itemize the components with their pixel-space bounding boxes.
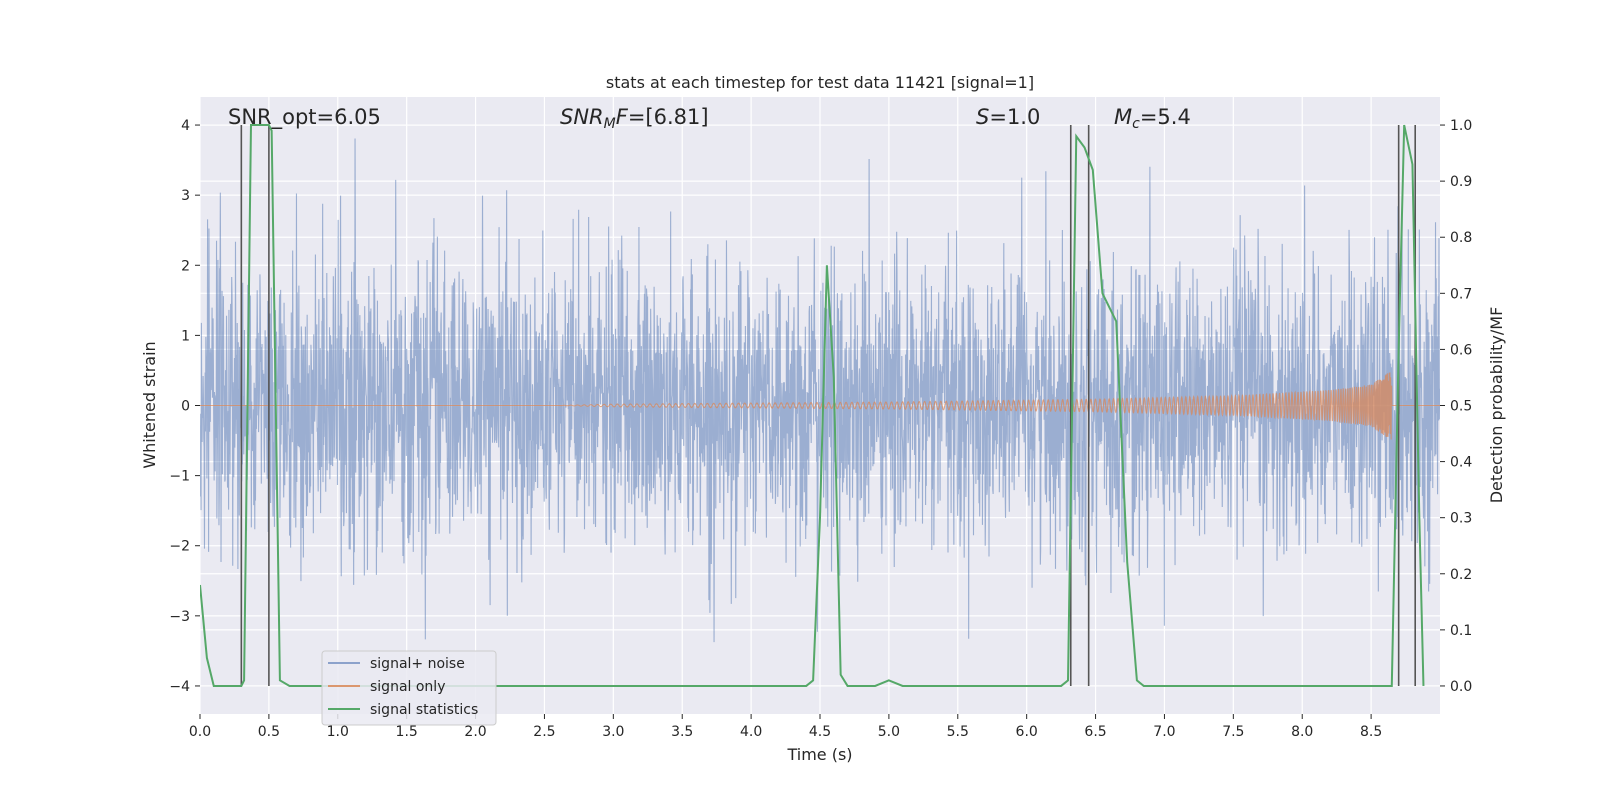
y-right-tick-label: 0.1 xyxy=(1450,623,1472,639)
x-tick-label: 5.0 xyxy=(878,724,900,740)
plot-area xyxy=(200,124,1440,687)
annotation-mc: Mc=5.4 xyxy=(1114,105,1191,132)
y-right-tick-label: 0.8 xyxy=(1450,230,1472,246)
legend-label-signal-noise: signal+ noise xyxy=(370,656,465,672)
x-tick-label: 5.5 xyxy=(947,724,969,740)
annotation-snr-mf: SNRMF=[6.81] xyxy=(560,105,709,132)
x-tick-label: 3.5 xyxy=(671,724,693,740)
x-tick-label: 0.5 xyxy=(258,724,280,740)
x-tick-label: 1.0 xyxy=(327,724,349,740)
x-tick-label: 8.5 xyxy=(1360,724,1382,740)
x-tick-label: 6.0 xyxy=(1016,724,1038,740)
snr-mf-value: =[6.81] xyxy=(628,105,709,129)
y-right-tick-label: 0.9 xyxy=(1450,174,1472,190)
legend-label-signal-statistics: signal statistics xyxy=(370,702,478,718)
series-signal-noise-line xyxy=(200,138,1440,643)
y-axis-label: Whitened strain xyxy=(140,341,159,468)
x-tick-label: 1.5 xyxy=(396,724,418,740)
x-tick-label: 0.0 xyxy=(189,724,211,740)
y-right-tick-label: 0.6 xyxy=(1450,342,1472,358)
snr-mf-subscript: M xyxy=(604,116,616,132)
legend: signal+ noise signal only signal statist… xyxy=(321,650,497,726)
y-axis-label-right: Detection probability/MF xyxy=(1487,307,1506,504)
y-tick-label: −2 xyxy=(169,539,190,555)
x-tick-label: 3.0 xyxy=(602,724,624,740)
annotation-snr-opt: SNR_opt=6.05 xyxy=(228,105,381,130)
y-tick-label: −3 xyxy=(169,609,190,625)
mc-symbol: M xyxy=(1114,105,1132,129)
x-tick-label: 2.0 xyxy=(464,724,486,740)
x-tick-label: 6.5 xyxy=(1084,724,1106,740)
x-tick-label: 7.5 xyxy=(1222,724,1244,740)
x-tick-label: 8.0 xyxy=(1291,724,1313,740)
y-right-tick-label: 0.2 xyxy=(1450,567,1472,583)
mc-value: =5.4 xyxy=(1140,105,1191,129)
mc-subscript: c xyxy=(1132,116,1140,132)
y-right-tick-label: 0.5 xyxy=(1450,399,1472,415)
snr-mf-f: F xyxy=(616,105,629,129)
y-tick-label: 0 xyxy=(181,399,190,415)
y-tick-label: 2 xyxy=(181,258,190,274)
y-tick-label: 4 xyxy=(181,118,190,134)
s-symbol: S xyxy=(976,105,989,129)
x-tick-label: 2.5 xyxy=(533,724,555,740)
y-right-tick-label: 0.0 xyxy=(1450,679,1472,695)
axes: 0.0 0.5 1.0 1.5 2.0 2.5 3.0 3.5 4.0 4.5 5.0 5.5 6.0 6… xyxy=(169,118,1472,740)
y-right-tick-label: 0.7 xyxy=(1450,286,1472,302)
x-tick-label: 4.0 xyxy=(740,724,762,740)
legend-box xyxy=(321,650,497,726)
y-right-tick-label: 0.3 xyxy=(1450,511,1472,527)
y-tick-label: 1 xyxy=(181,328,190,344)
snr-mf-symbol: SNR xyxy=(560,105,604,129)
x-tick-label: 7.0 xyxy=(1153,724,1175,740)
y-tick-label: −4 xyxy=(169,679,190,695)
series-signal-statistics-line xyxy=(200,124,1425,687)
y-tick-label: 3 xyxy=(181,188,190,204)
chart-title: stats at each timestep for test data 114… xyxy=(606,73,1034,92)
series-signal-only-line xyxy=(200,372,1440,440)
y-right-tick-label: 0.4 xyxy=(1450,455,1472,471)
y-right-tick-label: 1.0 xyxy=(1450,118,1472,134)
s-value: =1.0 xyxy=(989,105,1040,129)
x-axis-label: Time (s) xyxy=(786,745,852,764)
legend-label-signal-only: signal only xyxy=(370,679,445,695)
x-tick-label: 4.5 xyxy=(809,724,831,740)
annotation-s: S=1.0 xyxy=(976,105,1040,129)
y-tick-label: −1 xyxy=(169,469,190,485)
